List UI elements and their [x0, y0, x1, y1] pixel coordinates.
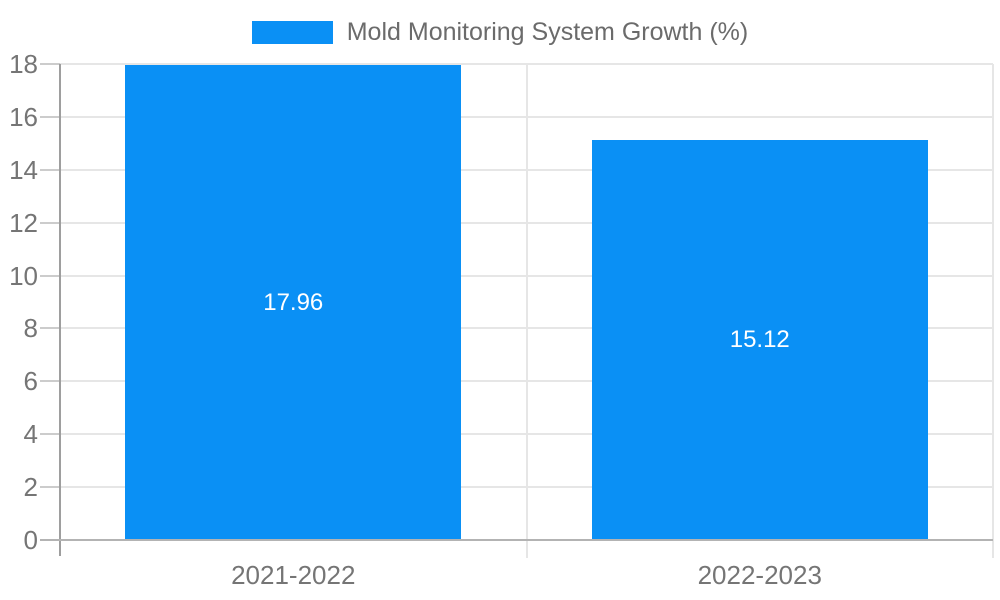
y-axis-tick-label: 6	[23, 366, 38, 397]
bar[interactable]: 17.96	[125, 65, 462, 540]
legend-label: Mold Monitoring System Growth (%)	[346, 17, 749, 46]
y-axis-tick	[40, 168, 60, 171]
y-axis-tick	[40, 63, 60, 65]
y-axis-tick	[40, 115, 60, 118]
bar-value-label: 15.12	[729, 326, 790, 354]
bar[interactable]: 15.12	[591, 140, 928, 540]
y-axis-tick-label: 12	[9, 207, 38, 238]
y-axis-tick-label: 14	[9, 154, 38, 185]
y-axis-tick-label: 2	[23, 472, 38, 503]
y-axis-tick-label: 10	[9, 260, 38, 291]
y-axis-line	[59, 64, 61, 556]
y-axis-tick	[40, 221, 60, 224]
x-axis-line	[40, 539, 993, 541]
y-axis-tick-label: 4	[23, 419, 38, 450]
y-axis-tick-label: 0	[23, 525, 38, 555]
y-axis-tick	[40, 433, 60, 436]
y-axis-tick-label: 16	[9, 101, 38, 132]
x-axis-tick-label: 2022-2023	[697, 560, 822, 590]
legend[interactable]: Mold Monitoring System Growth (%)	[0, 16, 1000, 48]
category-separator-line	[992, 64, 994, 558]
x-axis-tick-label: 2021-2022	[231, 560, 356, 590]
y-axis-tick-label: 8	[23, 313, 38, 344]
y-axis-tick	[40, 486, 60, 489]
y-axis-tick	[40, 380, 60, 383]
y-axis-tick	[40, 327, 60, 330]
y-axis-tick-label: 18	[9, 49, 38, 79]
category-separator-line	[525, 64, 528, 558]
y-axis-tick	[40, 274, 60, 277]
bar-value-label: 17.96	[263, 288, 324, 316]
legend-swatch	[251, 20, 333, 44]
